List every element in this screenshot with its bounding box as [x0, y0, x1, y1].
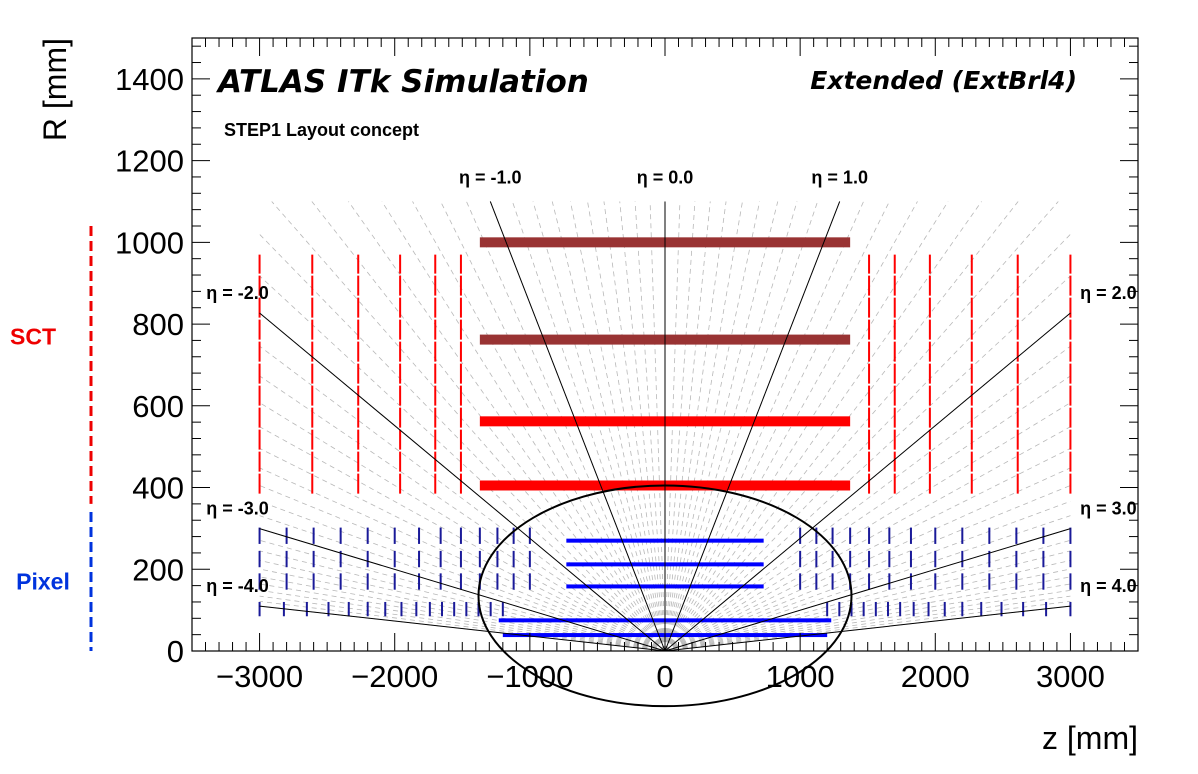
eta-line: [259, 312, 666, 652]
pixel-label: Pixel: [16, 569, 70, 595]
eta-line: [664, 201, 841, 652]
eta-grid-line: [259, 448, 666, 652]
eta-label: η = 3.0: [1080, 499, 1137, 519]
eta-grid-line: [259, 275, 666, 652]
eta-grid-line: [664, 345, 1071, 652]
y-axis-title: R [mm]: [37, 38, 73, 141]
eta-grid-line: [664, 275, 1071, 652]
x-tick-label: −1000: [486, 659, 573, 694]
eta-grid-line: [664, 560, 1071, 652]
eta-grid-line: [664, 550, 1071, 652]
chart-subtitle: STEP1 Layout concept: [224, 120, 419, 140]
eta-grid-line: [664, 568, 1071, 652]
eta-grid-line: [664, 402, 1071, 652]
x-tick-label: 2000: [901, 659, 970, 694]
chart-labels: ATLAS ITk Simulation Extended (ExtBrl4) …: [10, 38, 1138, 756]
eta-grid-line: [259, 485, 666, 652]
eta-label: η = 0.0: [637, 167, 694, 187]
eta-grid-line: [259, 576, 666, 652]
sct-label: SCT: [10, 323, 56, 349]
eta-label: η = -1.0: [459, 167, 522, 187]
eta-label: η = 1.0: [811, 167, 868, 187]
eta-grid-line: [259, 568, 666, 652]
eta-grid-line: [664, 485, 1071, 652]
eta-grid-line: [259, 402, 666, 652]
eta-label: η = 2.0: [1080, 283, 1137, 303]
eta-grid-line: [271, 201, 666, 652]
eta-grid-line: [664, 539, 1071, 652]
eta-label: η = -4.0: [206, 576, 269, 596]
eta-grid-line: [259, 234, 666, 652]
eta-grid-line: [259, 583, 666, 652]
eta-grid-line: [664, 500, 1071, 652]
y-tick-label: 600: [132, 389, 184, 424]
eta-line: [664, 528, 1071, 652]
y-tick-label: 200: [132, 552, 184, 587]
eta-grid-line: [440, 201, 666, 652]
eta-grid-line: [259, 345, 666, 652]
layout-variant-label: Extended (ExtBrl4): [810, 66, 1077, 95]
eta-reference-lines: η = -4.0 η = -3.0 η = -2.0 η = -1.0 η = 0.0 η…: [206, 167, 1137, 652]
eta-grid-line: [664, 448, 1071, 652]
y-tick-label: 0: [167, 634, 184, 669]
eta-grid-line: [259, 560, 666, 652]
eta-grid-line: [664, 201, 890, 652]
eta-grid-line: [664, 375, 1071, 652]
eta-label: η = -2.0: [206, 283, 269, 303]
eta-grid-line: [664, 583, 1071, 652]
x-tick-label: 1000: [766, 659, 835, 694]
eta-grid-line: [259, 550, 666, 652]
y-tick-label: 400: [132, 471, 184, 506]
x-tick-label: −3000: [216, 659, 303, 694]
x-tick-label: 0: [656, 659, 673, 694]
eta-grid-line: [664, 201, 681, 652]
y-tick-label: 1400: [115, 62, 184, 97]
eta-grid-line: [664, 201, 1059, 652]
eta-grid-line: [664, 576, 1071, 652]
eta-grid-line: [412, 201, 666, 652]
axes: −3000 −2000 −1000 0 1000 2000 3000 0 200 400 600 80…: [115, 37, 1139, 694]
x-tick-label: 3000: [1036, 659, 1105, 694]
x-axis-title: z [mm]: [1042, 720, 1138, 756]
eta-grid-line: [649, 201, 666, 652]
y-tick-label: 1200: [115, 144, 184, 179]
eta-label: η = 4.0: [1080, 576, 1137, 596]
eta-label: η = -3.0: [206, 499, 269, 519]
y-tick-label: 800: [132, 307, 184, 342]
chart-title: ATLAS ITk Simulation: [215, 64, 589, 100]
eta-line: [489, 201, 666, 652]
eta-grid-line: [259, 539, 666, 652]
eta-grid-line: [259, 500, 666, 652]
eta-line: [664, 312, 1071, 652]
x-tick-label: −2000: [351, 659, 438, 694]
y-tick-label: 1000: [115, 225, 184, 260]
eta-grid-line: [259, 375, 666, 652]
eta-line: [259, 528, 666, 652]
eta-grid-line: [664, 201, 918, 652]
eta-grid-line: [664, 234, 1071, 652]
